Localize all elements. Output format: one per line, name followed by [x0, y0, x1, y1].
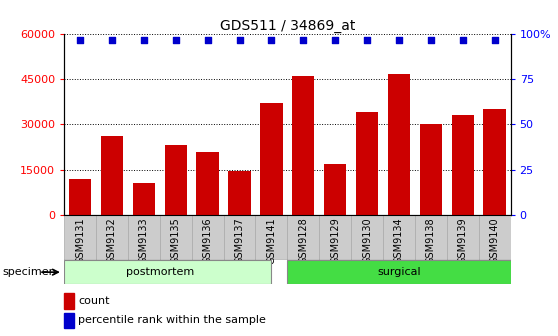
Bar [451, 115, 474, 215]
Bar [64, 313, 74, 328]
Point [458, 37, 467, 42]
Bar [64, 215, 96, 260]
Text: GSM9128: GSM9128 [299, 217, 309, 264]
Bar [415, 215, 447, 260]
Text: GSM9129: GSM9129 [330, 217, 340, 264]
Text: GSM9140: GSM9140 [489, 217, 499, 264]
Bar [64, 260, 271, 284]
Text: GSM9131: GSM9131 [75, 217, 85, 264]
Point [203, 37, 212, 42]
Text: GSM9132: GSM9132 [107, 217, 117, 264]
Text: GSM9141: GSM9141 [266, 217, 276, 264]
Text: percentile rank within the sample: percentile rank within the sample [79, 316, 266, 325]
Text: GSM9130: GSM9130 [362, 217, 372, 264]
Bar [228, 171, 251, 215]
Text: surgical: surgical [377, 267, 421, 277]
Text: specimen: specimen [3, 267, 56, 277]
Point [171, 37, 180, 42]
Bar [324, 164, 347, 215]
Point [76, 37, 85, 42]
Text: GSM9137: GSM9137 [234, 217, 244, 264]
Text: GSM9134: GSM9134 [394, 217, 404, 264]
Bar [165, 145, 187, 215]
Bar [356, 112, 378, 215]
Bar [133, 183, 155, 215]
Point [299, 37, 308, 42]
Bar [69, 179, 92, 215]
Point [490, 37, 499, 42]
Point [395, 37, 403, 42]
Bar [483, 109, 506, 215]
Bar [319, 215, 351, 260]
Bar [96, 215, 128, 260]
Text: GSM9136: GSM9136 [203, 217, 213, 264]
Text: postmortem: postmortem [126, 267, 194, 277]
Bar [479, 215, 511, 260]
Title: GDS511 / 34869_at: GDS511 / 34869_at [220, 18, 355, 33]
Bar [260, 103, 282, 215]
Bar [160, 215, 192, 260]
Point [331, 37, 340, 42]
Text: GSM9133: GSM9133 [139, 217, 149, 264]
Text: GSM9138: GSM9138 [426, 217, 436, 264]
Bar [64, 293, 74, 308]
Bar [224, 215, 256, 260]
Text: GSM9139: GSM9139 [458, 217, 468, 264]
Bar [447, 215, 479, 260]
Bar [420, 124, 442, 215]
Bar [128, 215, 160, 260]
Text: count: count [79, 296, 110, 306]
Bar [388, 75, 410, 215]
Bar [196, 152, 219, 215]
Point [140, 37, 148, 42]
Point [363, 37, 372, 42]
Bar [287, 215, 319, 260]
Point [267, 37, 276, 42]
Bar [256, 215, 287, 260]
Bar [292, 76, 315, 215]
Point [235, 37, 244, 42]
Point [426, 37, 435, 42]
Text: GSM9135: GSM9135 [171, 217, 181, 264]
Point [108, 37, 117, 42]
Bar [287, 260, 511, 284]
Bar [383, 215, 415, 260]
Bar [101, 136, 123, 215]
Bar [351, 215, 383, 260]
Bar [192, 215, 224, 260]
